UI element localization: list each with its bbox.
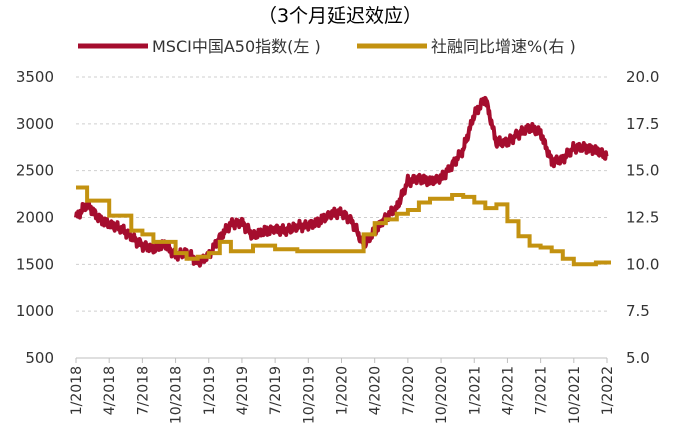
x-tick-label: 4/2020 xyxy=(368,366,384,415)
x-tick-label: 10/2021 xyxy=(567,366,583,424)
x-tick-label: 1/2018 xyxy=(69,366,85,415)
x-tick-label: 7/2021 xyxy=(534,366,550,415)
right-tick-label: 17.5 xyxy=(626,115,659,133)
right-axis: 5.0 7.5 10.0 12.5 15.0 17.5 20.0 xyxy=(626,68,659,367)
left-tick-label: 1500 xyxy=(16,255,54,273)
left-tick-label: 2000 xyxy=(16,209,54,227)
x-tick-label: 4/2021 xyxy=(500,366,516,415)
left-axis: 500 1000 1500 2000 2500 3000 3500 xyxy=(16,68,54,367)
x-tick-label: 1/2022 xyxy=(600,366,616,415)
left-tick-label: 500 xyxy=(25,349,54,367)
left-tick-label: 2500 xyxy=(16,162,54,180)
right-tick-label: 12.5 xyxy=(626,209,659,227)
legend-label-index: MSCI中国A50指数(左 ) xyxy=(152,37,321,56)
right-tick-label: 5.0 xyxy=(626,349,650,367)
x-tick-label: 4/2018 xyxy=(102,366,118,415)
chart-title: （3个月延迟效应） xyxy=(258,5,422,27)
x-tick-label: 7/2020 xyxy=(401,366,417,415)
x-tick-label: 7/2018 xyxy=(135,366,151,415)
x-tick-label: 10/2019 xyxy=(301,366,317,424)
right-tick-label: 10.0 xyxy=(626,255,659,273)
x-axis: 1/2018 4/2018 7/2018 10/2018 1/2019 4/2019 7/2… xyxy=(69,358,616,424)
left-tick-label: 3000 xyxy=(16,115,54,133)
legend: MSCI中国A50指数(左 ) 社融同比增速%(右 ) xyxy=(78,37,576,56)
x-tick-label: 10/2018 xyxy=(169,366,185,424)
right-tick-label: 7.5 xyxy=(626,302,650,320)
plot-area xyxy=(74,95,611,268)
right-tick-label: 15.0 xyxy=(626,162,659,180)
x-tick-label: 7/2019 xyxy=(268,366,284,415)
x-tick-label: 1/2020 xyxy=(335,366,351,415)
x-tick-label: 1/2021 xyxy=(467,366,483,415)
x-tick-label: 1/2019 xyxy=(202,366,218,415)
x-tick-label: 4/2019 xyxy=(235,366,251,415)
left-tick-label: 1000 xyxy=(16,302,54,320)
series-line-tsf-growth xyxy=(76,185,611,267)
right-tick-label: 20.0 xyxy=(626,68,659,86)
x-tick-label: 10/2020 xyxy=(434,366,450,424)
left-tick-label: 3500 xyxy=(16,68,54,86)
legend-label-tsf: 社融同比增速%(右 ) xyxy=(431,37,576,56)
